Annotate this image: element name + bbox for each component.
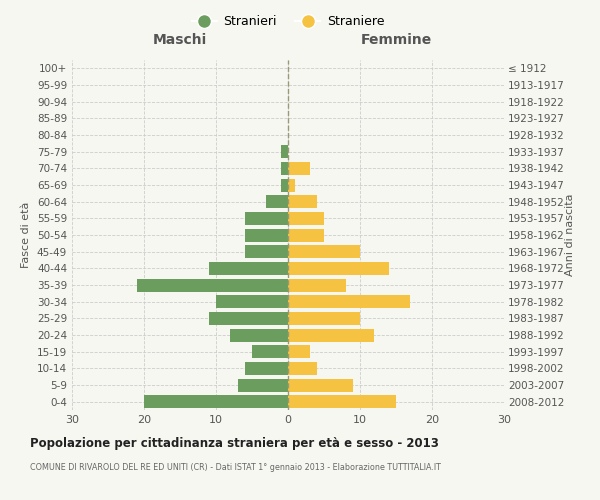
Bar — [288, 345, 310, 358]
Bar — [209, 312, 288, 325]
Bar — [230, 328, 288, 342]
Bar — [288, 245, 360, 258]
Bar — [266, 195, 288, 208]
Bar — [144, 395, 288, 408]
Bar — [252, 345, 288, 358]
Y-axis label: Fasce di età: Fasce di età — [22, 202, 31, 268]
Bar — [238, 378, 288, 392]
Text: Popolazione per cittadinanza straniera per età e sesso - 2013: Popolazione per cittadinanza straniera p… — [30, 438, 439, 450]
Bar — [288, 362, 317, 375]
Bar — [281, 162, 288, 175]
Bar — [288, 178, 295, 192]
Bar — [245, 212, 288, 225]
Bar — [288, 212, 324, 225]
Bar — [245, 362, 288, 375]
Bar — [137, 278, 288, 291]
Legend: Stranieri, Straniere: Stranieri, Straniere — [187, 10, 389, 34]
Bar — [245, 245, 288, 258]
Text: Maschi: Maschi — [153, 32, 207, 46]
Bar — [288, 262, 389, 275]
Bar — [288, 328, 374, 342]
Bar — [216, 295, 288, 308]
Bar — [288, 295, 410, 308]
Bar — [281, 178, 288, 192]
Bar — [245, 228, 288, 241]
Bar — [288, 312, 360, 325]
Y-axis label: Anni di nascita: Anni di nascita — [565, 194, 575, 276]
Bar — [288, 378, 353, 392]
Bar — [288, 278, 346, 291]
Bar — [288, 395, 396, 408]
Bar — [288, 228, 324, 241]
Text: COMUNE DI RIVAROLO DEL RE ED UNITI (CR) - Dati ISTAT 1° gennaio 2013 - Elaborazi: COMUNE DI RIVAROLO DEL RE ED UNITI (CR) … — [30, 462, 441, 471]
Bar — [288, 162, 310, 175]
Bar — [209, 262, 288, 275]
Bar — [288, 195, 317, 208]
Bar — [281, 145, 288, 158]
Text: Femmine: Femmine — [361, 32, 431, 46]
